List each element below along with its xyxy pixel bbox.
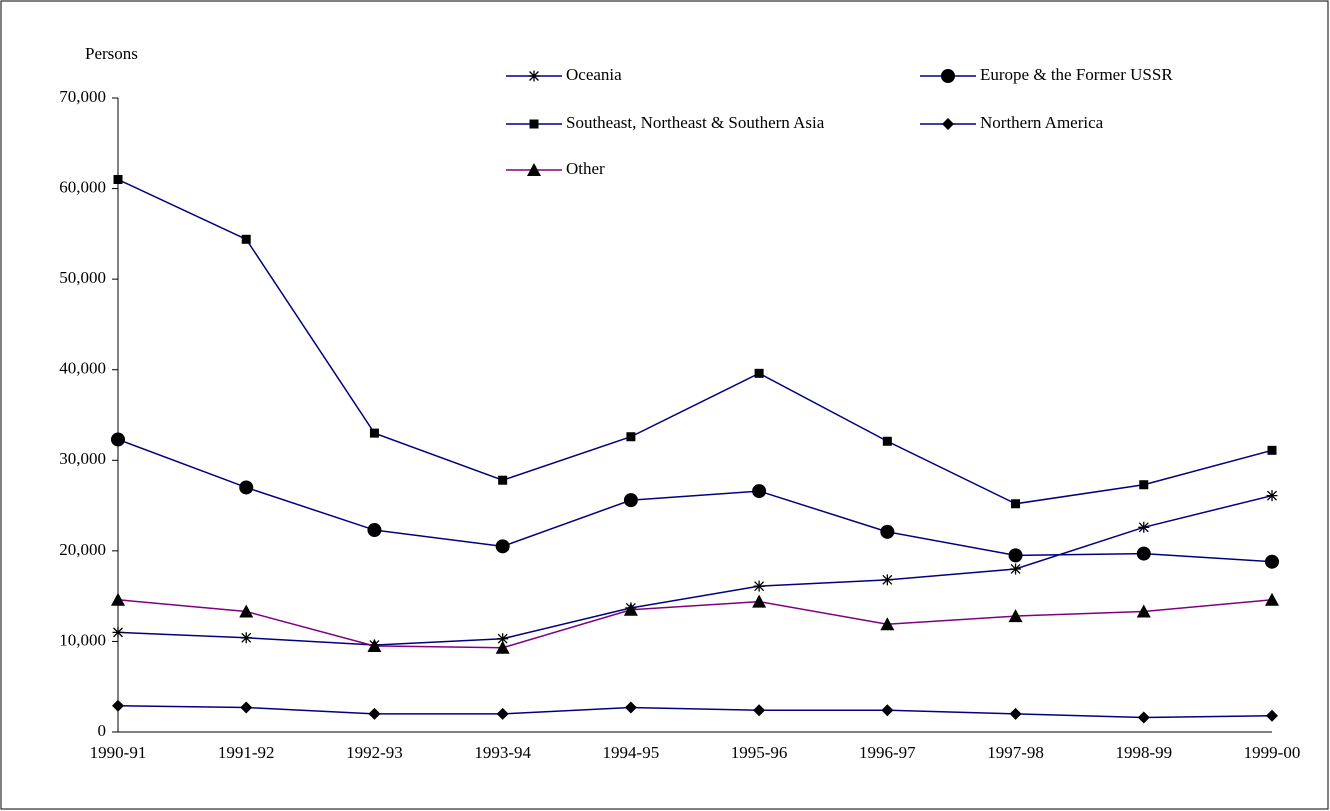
marker <box>112 626 124 638</box>
marker <box>881 704 894 717</box>
marker <box>882 436 892 446</box>
series-line <box>117 704 1273 719</box>
legend-marker <box>941 69 955 83</box>
marker <box>754 368 764 378</box>
marker <box>367 638 382 652</box>
x-tick-label: 1991-92 <box>218 743 275 762</box>
y-tick-label: 20,000 <box>59 540 106 559</box>
marker <box>752 484 767 499</box>
legend-label: Oceania <box>566 65 622 84</box>
marker <box>1136 604 1151 618</box>
y-tick-label: 40,000 <box>59 359 106 378</box>
legend-label: Southeast, Northeast & Southern Asia <box>566 113 825 132</box>
marker <box>111 592 125 606</box>
x-tick-label: 1998-99 <box>1115 743 1172 762</box>
marker <box>240 701 253 714</box>
series-line <box>117 438 1273 563</box>
marker <box>623 493 638 508</box>
marker <box>1008 609 1023 623</box>
legend-marker <box>942 118 954 130</box>
marker <box>1265 592 1279 606</box>
x-tick-label: 1990-91 <box>90 743 147 762</box>
series-line <box>117 599 1273 649</box>
marker <box>1009 707 1022 720</box>
marker <box>1010 563 1022 575</box>
x-tick-label: 1993-94 <box>474 743 531 762</box>
marker <box>496 707 509 720</box>
y-tick-label: 50,000 <box>59 268 106 287</box>
marker <box>240 632 252 644</box>
marker <box>1136 546 1151 561</box>
marker <box>498 475 508 485</box>
marker <box>367 523 382 538</box>
legend-marker <box>528 70 540 82</box>
x-tick-label: 1992-93 <box>346 743 403 762</box>
x-tick-label: 1996-97 <box>859 743 916 762</box>
legend-marker <box>529 119 539 129</box>
marker <box>1266 709 1278 722</box>
marker <box>369 428 379 438</box>
marker <box>623 602 638 616</box>
marker <box>881 574 893 586</box>
x-tick-label: 1994-95 <box>603 743 660 762</box>
y-tick-label: 0 <box>98 721 107 740</box>
legend-label: Europe & the Former USSR <box>980 65 1173 84</box>
marker <box>1008 548 1023 563</box>
marker <box>880 524 895 539</box>
marker <box>1139 480 1149 490</box>
marker <box>112 699 124 712</box>
marker <box>1137 711 1150 724</box>
marker <box>1011 499 1021 509</box>
marker <box>368 707 381 720</box>
marker <box>495 539 510 554</box>
marker <box>1138 521 1150 533</box>
marker <box>239 604 254 618</box>
marker <box>1266 490 1278 502</box>
series-line <box>117 494 1273 646</box>
marker <box>753 580 765 592</box>
marker <box>111 432 125 447</box>
marker <box>497 633 509 645</box>
x-tick-label: 1997-98 <box>987 743 1044 762</box>
marker <box>880 617 895 631</box>
marker <box>1267 445 1277 455</box>
marker <box>1265 554 1279 569</box>
x-tick-label: 1999-00 <box>1244 743 1301 762</box>
series-line <box>117 178 1273 505</box>
marker <box>752 594 767 608</box>
marker <box>239 480 254 495</box>
legend-marker <box>527 163 541 176</box>
x-tick-label: 1995-96 <box>731 743 788 762</box>
marker <box>241 234 251 244</box>
y-tick-label: 60,000 <box>59 177 106 196</box>
y-tick-label: 30,000 <box>59 449 106 468</box>
y-axis-label: Persons <box>85 44 138 63</box>
y-tick-label: 70,000 <box>59 87 106 106</box>
y-tick-label: 10,000 <box>59 630 106 649</box>
marker <box>753 704 766 717</box>
marker <box>626 432 636 442</box>
legend-label: Northern America <box>980 113 1104 132</box>
marker <box>624 701 637 714</box>
marker <box>113 175 123 185</box>
legend-label: Other <box>566 159 605 178</box>
marker <box>495 640 510 654</box>
